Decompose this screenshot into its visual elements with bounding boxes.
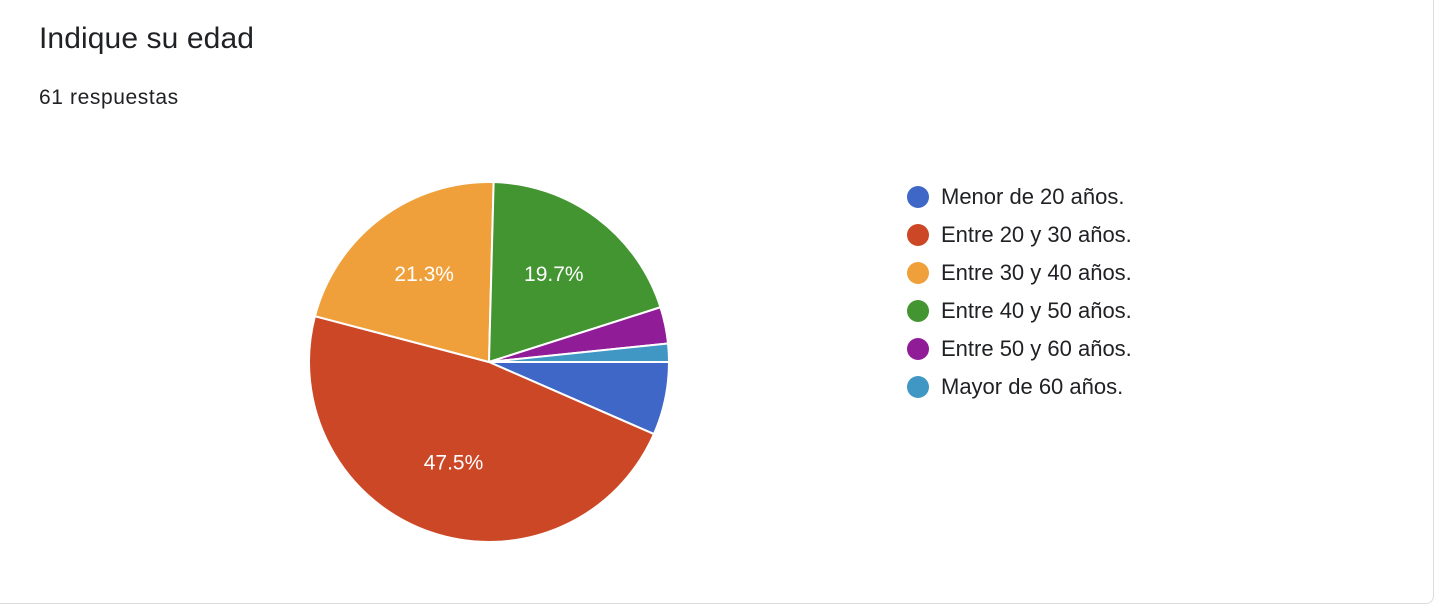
pie-slice[interactable] xyxy=(488,181,662,363)
pie-slice[interactable] xyxy=(313,181,495,363)
pie-slice[interactable] xyxy=(308,315,655,543)
slice-percent-label: 21.3% xyxy=(394,263,454,286)
legend-swatch xyxy=(907,186,929,208)
legend-item[interactable]: Entre 40 y 50 años. xyxy=(907,292,1132,330)
response-count: 61 respuestas xyxy=(39,86,179,109)
legend-label: Menor de 20 años. xyxy=(941,184,1125,209)
legend-item[interactable]: Entre 20 y 30 años. xyxy=(907,216,1132,254)
legend-swatch xyxy=(907,300,929,322)
legend-label: Entre 30 y 40 años. xyxy=(941,260,1132,285)
legend-item[interactable]: Entre 50 y 60 años. xyxy=(907,330,1132,368)
pie-slice[interactable] xyxy=(488,342,671,363)
question-title: Indique su edad xyxy=(39,22,255,55)
legend-label: Entre 40 y 50 años. xyxy=(941,298,1132,323)
slice-percent-label: 19.7% xyxy=(524,263,584,286)
legend-swatch xyxy=(907,224,929,246)
pie-chart: 47.5% 21.3% 19.7% xyxy=(308,181,671,543)
legend-swatch xyxy=(907,262,929,284)
legend-label: Entre 50 y 60 años. xyxy=(941,336,1132,361)
legend-label: Mayor de 60 años. xyxy=(941,374,1124,399)
legend-item[interactable]: Menor de 20 años. xyxy=(907,178,1132,216)
chart-legend: Menor de 20 años. Entre 20 y 30 años. Entr… xyxy=(907,178,1132,406)
legend-item[interactable]: Entre 30 y 40 años. xyxy=(907,254,1132,292)
legend-item[interactable]: Mayor de 60 años. xyxy=(907,368,1132,406)
legend-swatch xyxy=(907,338,929,360)
legend-label: Entre 20 y 30 años. xyxy=(941,222,1132,247)
slice-percent-label: 47.5% xyxy=(424,452,484,475)
legend-swatch xyxy=(907,376,929,398)
